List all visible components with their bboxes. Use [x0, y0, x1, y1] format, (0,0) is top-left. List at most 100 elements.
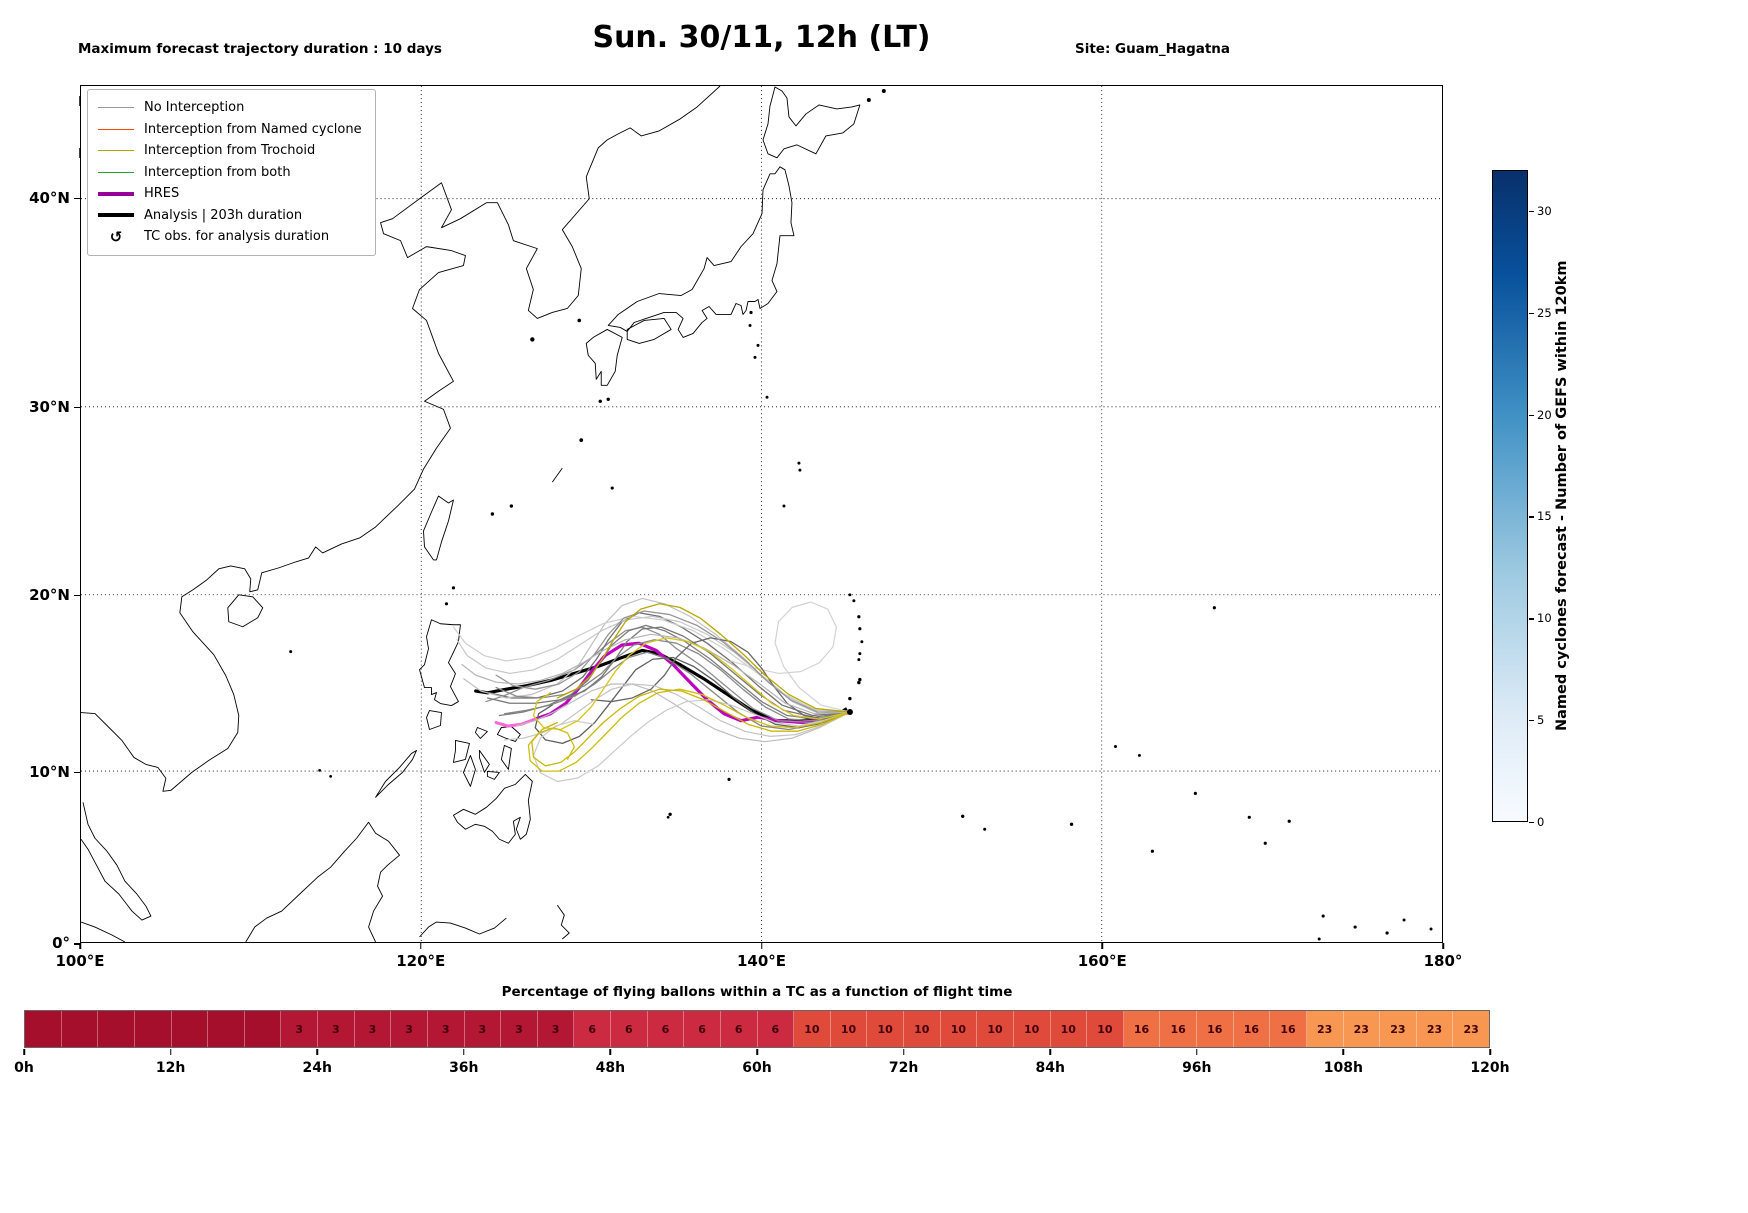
- trajectories: [452, 597, 853, 783]
- tc-percent-cell: 10: [867, 1011, 904, 1047]
- colorbar-tickmark-25: [1529, 312, 1534, 314]
- trajectory-gefs-10: [730, 601, 851, 713]
- y-tick-label: 10°N: [29, 762, 70, 781]
- coast-hainan: [227, 594, 264, 628]
- tc-percent-cell: 23: [1453, 1011, 1489, 1047]
- x-tickmark-180: [1442, 943, 1444, 949]
- x-tick-label: 100°E: [55, 952, 105, 970]
- coast-mindanao: [453, 773, 533, 844]
- coast-honshu: [607, 166, 795, 338]
- tc-percent-cell: [134, 1011, 172, 1047]
- coast-hokkaido: [762, 86, 861, 159]
- legend-line-sample: [98, 191, 134, 196]
- x-tickmark-140: [760, 943, 763, 949]
- tc-percent-cell: 3: [427, 1011, 465, 1047]
- trajectory-gefs-06: [534, 656, 851, 745]
- tc-percent-cell: 16: [1233, 1011, 1271, 1047]
- tc-percent-cell: 3: [354, 1011, 392, 1047]
- legend-line-sample: [98, 107, 134, 109]
- tc-percent-cell: [98, 1011, 135, 1047]
- flight-time-tickmark-96h: [1196, 1049, 1198, 1055]
- tc-percent-cell: 6: [720, 1011, 758, 1047]
- colorbar-tickmark-15: [1529, 516, 1534, 518]
- coast-sulawesi: [419, 917, 507, 938]
- trajectory-gefs-17: [532, 699, 851, 783]
- colorbar: [1492, 170, 1528, 822]
- legend-item-interception-named-cyclone: Interception from Named cyclone: [98, 119, 362, 141]
- tc-percent-cell: [208, 1011, 245, 1047]
- legend-item-interception-both: Interception from both: [98, 162, 362, 184]
- coast-leyte: [500, 745, 512, 770]
- trajectory-trochoid-01: [531, 688, 851, 767]
- y-tickmark-10: [74, 771, 80, 774]
- x-tickmark-160: [1101, 943, 1103, 949]
- flight-time-tick-label: 108h: [1323, 1060, 1363, 1076]
- tc-percent-cell: 6: [611, 1011, 648, 1047]
- colorbar-tick-label: 25: [1537, 305, 1552, 320]
- colorbar-tick-label: 15: [1537, 509, 1552, 524]
- tc-percent-cell: 16: [1270, 1011, 1307, 1047]
- flight-time-tick-label: 48h: [595, 1060, 626, 1076]
- trajectory-gefs-14: [495, 610, 851, 713]
- flight-time-tick-label: 0h: [14, 1060, 34, 1076]
- colorbar-tick-label: 20: [1537, 407, 1552, 422]
- y-tickmark-40: [74, 197, 80, 200]
- tc-percent-cell: 16: [1160, 1011, 1197, 1047]
- trajectory-trochoid-02: [532, 637, 851, 731]
- flight-time-tickmark-12h: [169, 1049, 172, 1055]
- legend-item-label: No Interception: [144, 100, 245, 116]
- tc-percent-cell: 10: [1050, 1011, 1088, 1047]
- colorbar-tickmark-10: [1529, 618, 1534, 620]
- tc-percent-cell: 6: [574, 1011, 611, 1047]
- legend-item-label: Interception from Trochoid: [144, 143, 316, 159]
- legend-line-hres: [98, 191, 134, 196]
- tc-percent-cell: 6: [757, 1011, 795, 1047]
- legend-line-sample: [98, 128, 134, 130]
- tc-percent-cell: 23: [1416, 1011, 1454, 1047]
- tc-percent-cell: 10: [830, 1011, 868, 1047]
- tc-percent-cell: 10: [940, 1011, 978, 1047]
- trajectory-gefs-16: [461, 633, 851, 715]
- tc-percent-cell: 6: [684, 1011, 721, 1047]
- coast-sumatra: [81, 921, 126, 942]
- y-tickmark-0: [74, 943, 80, 945]
- coast-halmahera: [556, 904, 570, 940]
- trajectory-hres-near: [494, 717, 537, 728]
- legend-line-interception-both: [98, 171, 134, 173]
- tc-percent-cell: [61, 1011, 99, 1047]
- legend-item-label: HRES: [144, 186, 180, 202]
- tc-obs-icon: ↺: [109, 227, 123, 246]
- tc-percent-cell: 16: [1197, 1011, 1234, 1047]
- tc-percent-cell: 23: [1306, 1011, 1344, 1047]
- flight-time-tickmark-108h: [1342, 1049, 1345, 1055]
- flight-time-tickmark-84h: [1049, 1049, 1051, 1055]
- tc-percent-cell: 3: [464, 1011, 502, 1047]
- tc-percent-cell: 10: [904, 1011, 941, 1047]
- colorbar-tick-label: 30: [1537, 203, 1552, 218]
- tc-percent-cell: [25, 1011, 62, 1047]
- legend-item-label: Interception from Named cyclone: [144, 121, 362, 137]
- bottom-bar-title: Percentage of flying ballons within a TC…: [501, 984, 1013, 1000]
- legend-line-no-interception: [98, 107, 134, 109]
- legend-line-sample: [98, 171, 134, 173]
- tc-percent-cell: 6: [647, 1011, 685, 1047]
- flight-time-tickmark-24h: [316, 1049, 318, 1055]
- flight-time-tick-label: 60h: [742, 1060, 772, 1076]
- legend-line-interception-trochoid: [98, 150, 134, 152]
- colorbar-tick-label: 10: [1537, 611, 1552, 626]
- x-tickmark-120: [420, 943, 422, 949]
- flight-time-tickmark-48h: [609, 1049, 612, 1055]
- legend-item-no-interception: No Interception: [98, 97, 362, 119]
- y-tick-label: 30°N: [29, 397, 70, 416]
- tc-percent-cell: 23: [1343, 1011, 1381, 1047]
- coast-malay-peninsula: [81, 802, 152, 921]
- y-tick-label: 40°N: [29, 188, 70, 207]
- max-duration-text: Maximum forecast trajectory duration : 1…: [78, 41, 442, 57]
- coast-masbate: [474, 727, 488, 739]
- coast-shikoku: [626, 318, 672, 344]
- x-tickmark-100: [79, 943, 81, 949]
- coast-okinawa: [551, 467, 563, 483]
- flight-time-axis: 0h 12h 24h 36h 48h 60h 72h 84h 96h 108h 120h: [14, 1049, 1510, 1080]
- small-islands: [289, 88, 1433, 941]
- tc-percent-cell: 3: [537, 1011, 575, 1047]
